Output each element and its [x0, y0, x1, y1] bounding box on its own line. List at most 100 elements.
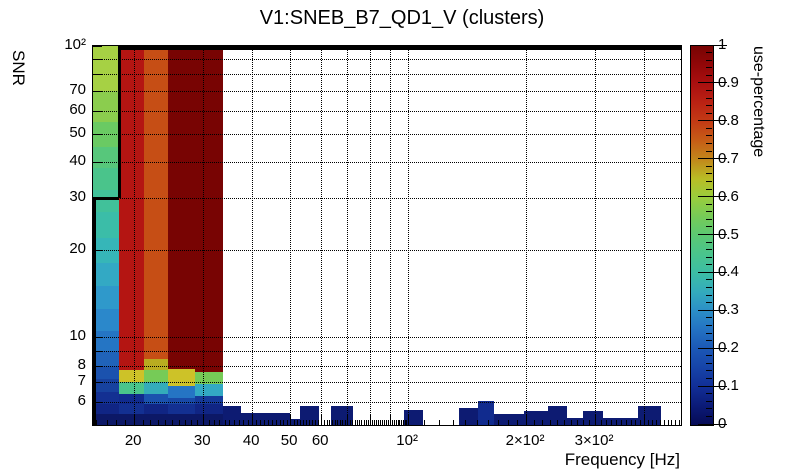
- x-axis-minor-tick: [359, 420, 361, 425]
- y-axis-tick: [93, 382, 102, 384]
- colorbar-minor-tick: [706, 332, 712, 334]
- heatmap-cell: [93, 211, 120, 238]
- colorbar-tick: [698, 120, 727, 122]
- x-axis-minor-tick: [589, 420, 591, 425]
- x-axis-minor-tick: [439, 420, 441, 425]
- x-axis-minor-tick: [268, 420, 270, 425]
- x-axis-minor-tick: [365, 420, 367, 425]
- y-tick-label: 30: [69, 188, 86, 206]
- x-axis-minor-tick: [508, 420, 510, 425]
- x-axis-minor-tick: [630, 420, 632, 425]
- y-axis-tick: [93, 249, 102, 251]
- grid-line-horizontal: [93, 350, 681, 352]
- x-axis-minor-tick: [303, 420, 305, 425]
- heatmap-cell: [195, 404, 223, 415]
- heatmap-cell: [195, 384, 223, 396]
- x-axis-minor-tick: [275, 420, 277, 425]
- x-axis-minor-tick: [157, 420, 159, 425]
- colorbar-minor-tick: [706, 52, 712, 54]
- x-axis-minor-tick: [344, 420, 346, 425]
- x-axis-tick: [203, 415, 205, 425]
- x-axis-minor-tick: [309, 420, 311, 425]
- colorbar-minor-tick: [706, 59, 712, 61]
- x-axis-tick: [370, 415, 372, 425]
- heatmap-bottom-block: [458, 408, 478, 425]
- x-axis-minor-tick: [374, 420, 376, 425]
- x-axis-minor-tick: [397, 420, 399, 425]
- colorbar-tick: [698, 44, 727, 46]
- heatmap-bottom-block: [637, 406, 661, 425]
- grid-line-horizontal: [93, 110, 681, 112]
- selection-outline-segment: [119, 46, 681, 50]
- colorbar-minor-tick: [706, 226, 712, 228]
- y-tick-label: 70: [69, 81, 86, 99]
- grid-line-horizontal: [93, 401, 681, 403]
- heatmap-cell: [119, 404, 145, 415]
- heatmap-cell: [93, 365, 120, 379]
- colorbar-minor-tick: [706, 378, 712, 380]
- heatmap-bottom-block: [290, 418, 301, 425]
- x-axis-minor-tick: [197, 420, 199, 425]
- x-axis-minor-tick: [392, 420, 394, 425]
- x-axis-minor-tick: [300, 420, 302, 425]
- grid-line-vertical: [408, 46, 410, 425]
- colorbar-minor-tick: [706, 67, 712, 69]
- heatmap-cell: [144, 393, 169, 405]
- x-axis-minor-tick: [378, 420, 380, 425]
- colorbar-minor-tick: [706, 415, 712, 417]
- heatmap-cell: [195, 414, 223, 425]
- plot-frame: [92, 45, 682, 426]
- heatmap-cell: [93, 286, 120, 310]
- y-axis-tick: [93, 198, 102, 200]
- y-axis-tick: [93, 337, 102, 339]
- x-axis-minor-tick: [380, 420, 382, 425]
- x-axis-minor-tick: [616, 420, 618, 425]
- x-axis-tick: [290, 415, 292, 425]
- y-tick-label: 40: [69, 151, 86, 169]
- x-axis-minor-tick: [306, 420, 308, 425]
- colorbar-minor-tick: [706, 393, 712, 395]
- heatmap-cell: [93, 378, 120, 392]
- x-tick-label: 40: [242, 432, 260, 449]
- colorbar: [690, 45, 714, 426]
- x-axis-tick: [321, 415, 323, 425]
- heatmap-cell: [168, 368, 196, 387]
- heatmap-cell: [144, 404, 169, 415]
- heatmap-cell: [144, 359, 169, 371]
- y-axis-tick: [93, 46, 102, 47]
- x-tick-label: 30: [193, 432, 211, 449]
- x-axis-minor-tick: [286, 420, 288, 425]
- x-axis-minor-tick: [626, 420, 628, 425]
- x-tick-label: 50: [280, 432, 298, 449]
- y-tick-label: 8: [77, 355, 86, 373]
- x-axis-minor-tick: [234, 420, 236, 425]
- colorbar-tick-label: 0.4: [718, 263, 739, 281]
- y-axis-tick: [93, 110, 102, 112]
- x-axis-minor-tick: [260, 420, 262, 425]
- heatmap-cell: [93, 190, 120, 212]
- heatmap-cell: [93, 414, 120, 425]
- grid-line-horizontal: [93, 382, 681, 384]
- heatmap-bottom-block: [603, 417, 638, 425]
- x-axis-minor-tick: [395, 420, 397, 425]
- x-axis-minor-tick: [517, 420, 519, 425]
- x-axis-minor-tick: [404, 420, 406, 425]
- colorbar-tick: [698, 271, 727, 273]
- colorbar-minor-tick: [706, 74, 712, 76]
- x-axis-minor-tick: [185, 420, 187, 425]
- colorbar-minor-tick: [706, 211, 712, 213]
- grid-line-horizontal: [93, 91, 681, 93]
- x-axis-tick: [390, 415, 392, 425]
- grid-line-horizontal: [93, 133, 681, 135]
- colorbar-minor-tick: [706, 203, 712, 205]
- heatmap-bottom-block: [477, 400, 494, 425]
- grid-line-vertical: [526, 46, 528, 425]
- colorbar-tick-label: 0.2: [718, 339, 739, 357]
- x-axis-minor-tick: [318, 420, 320, 425]
- x-axis-minor-tick: [96, 420, 98, 425]
- selection-outline-segment: [118, 46, 122, 199]
- colorbar-minor-tick: [706, 105, 712, 107]
- x-axis-minor-tick: [557, 420, 559, 425]
- y-tick-label: 7: [77, 372, 86, 390]
